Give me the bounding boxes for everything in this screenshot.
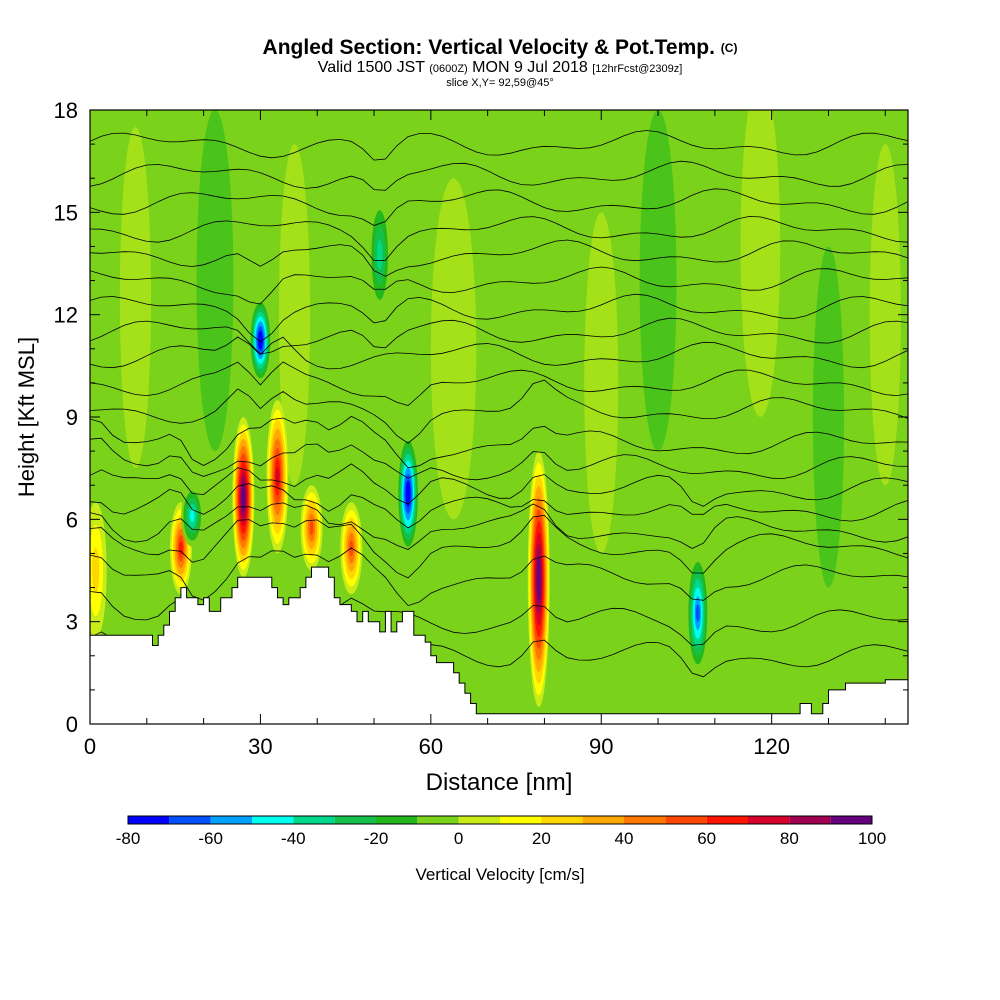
x-tick-label: 30: [248, 734, 272, 759]
copyright-mark: (C): [720, 41, 738, 55]
forecast-info: [12hrFcst@2309z]: [592, 63, 683, 75]
colorbar-swatch: [830, 816, 872, 824]
theta-contour: [90, 239, 908, 277]
colorbar-swatch: [417, 816, 459, 824]
colorbar-tick-label: 100: [858, 829, 886, 848]
theta-contour: [90, 502, 908, 550]
colorbar-swatch: [169, 816, 211, 824]
plot-area: [90, 110, 908, 724]
colorbar-tick-label: 20: [532, 829, 551, 848]
theta-contour: [90, 266, 908, 305]
updraft-core: [536, 567, 541, 591]
x-tick-label: 120: [753, 734, 790, 759]
colorbar-swatch: [334, 816, 376, 824]
colorbar-swatch: [128, 816, 170, 824]
theta-contour: [90, 317, 908, 355]
background-band: [812, 246, 845, 588]
theta-contour: [90, 463, 908, 507]
updraft-core: [178, 541, 183, 555]
downdraft-core: [695, 604, 700, 622]
theta-contour: [90, 336, 908, 370]
chart-title-text: Angled Section: Vertical Velocity & Pot.…: [262, 36, 715, 59]
background-band: [869, 144, 901, 486]
chart-title: Angled Section: Vertical Velocity & Pot.…: [0, 36, 1000, 60]
background-band: [584, 212, 619, 554]
updraft-core: [241, 489, 246, 505]
colorbar-swatch: [458, 816, 500, 824]
valid-time: Valid 1500 JST (0600Z) MON 9 Jul 2018 [1…: [0, 60, 1000, 77]
background-band: [639, 110, 677, 452]
colorbar-frame: [127, 815, 873, 825]
y-tick-label: 3: [66, 610, 78, 635]
theta-contour: [90, 415, 908, 469]
downdraft-core: [376, 240, 383, 270]
theta-contour: [90, 160, 908, 191]
colorbar-tick-label: -60: [198, 829, 223, 848]
colorbar-swatch: [665, 816, 707, 824]
theta-contour: [90, 547, 908, 607]
colorbar-swatch: [706, 816, 748, 824]
theta-contour: [90, 437, 908, 481]
y-tick-label: 6: [66, 507, 78, 532]
colorbar-tick-label: -40: [281, 829, 306, 848]
theta-contour: [90, 293, 908, 343]
theta-contour: [90, 361, 908, 406]
colorbar-swatch: [541, 816, 583, 824]
y-tick-label: 9: [66, 405, 78, 430]
colorbar-tick-label: -20: [364, 829, 389, 848]
x-tick-label: 90: [589, 734, 613, 759]
colorbar-swatch: [500, 816, 542, 824]
theta-contour: [90, 379, 908, 444]
background-band: [740, 110, 781, 417]
x-tick-label: 60: [419, 734, 443, 759]
colorbar-swatch: [376, 816, 418, 824]
colorbar-swatch: [252, 816, 294, 824]
colorbar-tick-label: 60: [697, 829, 716, 848]
title-block: Angled Section: Vertical Velocity & Pot.…: [0, 36, 1000, 89]
x-axis-label: Distance [nm]: [426, 769, 573, 796]
colorbar-swatch: [789, 816, 831, 824]
colorbar-swatch: [210, 816, 252, 824]
slice-info: slice X,Y= 92,59@45°: [446, 77, 554, 89]
terrain-mask: [90, 566, 908, 724]
downdraft-core: [258, 335, 263, 345]
updraft-core: [275, 467, 280, 487]
colorbar-swatch: [624, 816, 666, 824]
valid-prefix: Valid 1500 JST: [317, 59, 425, 76]
theta-contour: [90, 130, 908, 161]
colorbar-swatch: [293, 816, 335, 824]
y-tick-label: 12: [54, 303, 78, 328]
theta-contour: [90, 188, 908, 226]
valid-zulu: (0600Z): [429, 63, 468, 75]
downdraft-core: [406, 487, 411, 501]
background-band: [430, 178, 477, 520]
colorbar-tick-label: 40: [615, 829, 634, 848]
y-tick-label: 15: [54, 200, 78, 225]
updraft-core: [92, 547, 100, 594]
theta-contour: [90, 514, 908, 579]
colorbar-tick-label: 80: [780, 829, 799, 848]
background-band: [196, 110, 234, 452]
valid-date: MON 9 Jul 2018: [472, 59, 588, 76]
y-tick-label: 0: [66, 712, 78, 737]
theta-contour: [90, 216, 908, 262]
background-band: [119, 127, 152, 469]
colorbar-label: Vertical Velocity [cm/s]: [415, 865, 584, 884]
background-band: [278, 144, 311, 486]
colorbar-swatch: [748, 816, 790, 824]
theta-contour: [90, 483, 908, 529]
colorbar-swatch: [582, 816, 624, 824]
downdraft-core: [190, 509, 195, 523]
updraft-core: [309, 520, 314, 535]
y-tick-label: 18: [54, 98, 78, 123]
x-tick-label: 0: [84, 734, 96, 759]
colorbar-tick-label: -80: [116, 829, 141, 848]
y-axis-label: Height [Kft MSL]: [14, 337, 39, 497]
colorbar-tick-label: 0: [454, 829, 463, 848]
